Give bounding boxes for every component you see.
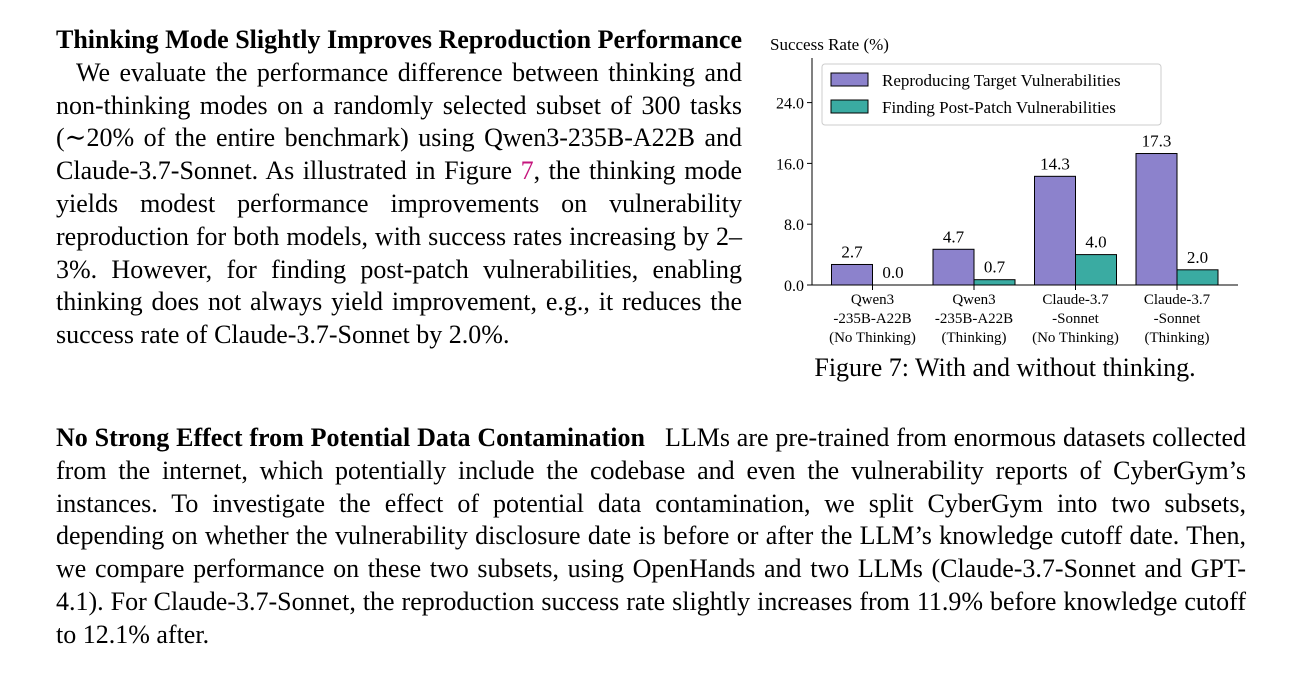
- bar-post-patch: [1176, 269, 1219, 286]
- x-tick-label: (Thinking): [942, 330, 1007, 346]
- section-heading-thinking-mode: Thinking Mode Slightly Improves Reproduc…: [56, 25, 742, 54]
- bar-value-label: 0.0: [882, 263, 903, 282]
- bar-chart: Success Rate (%) 0.0 8.0 16.0 24.0 2.7 0.0 Qwen…: [770, 35, 1238, 346]
- bar-reproducing: [932, 248, 975, 286]
- figure-link[interactable]: 7: [520, 156, 534, 186]
- legend-label-reproducing: Reproducing Target Vulnerabilities: [882, 71, 1121, 90]
- y-tick-label: 16.0: [776, 156, 804, 173]
- y-tick-label: 24.0: [776, 96, 804, 113]
- y-axis-label: Success Rate (%): [770, 35, 889, 54]
- bar-value-label: 4.7: [943, 227, 965, 246]
- x-tick-label: Claude-3.7: [1042, 292, 1109, 308]
- legend-swatch-reproducing: [830, 72, 869, 87]
- x-tick-label: (No Thinking): [829, 330, 916, 346]
- x-tick-label: (No Thinking): [1032, 330, 1119, 346]
- x-tick-label: -235B-A22B: [833, 311, 911, 327]
- section-heading-data-contamination: No Strong Effect from Potential Data Con…: [56, 423, 645, 452]
- paragraph-data-contamination: No Strong Effect from Potential Data Con…: [56, 422, 1246, 652]
- x-tick-label: -Sonnet: [1154, 311, 1201, 327]
- bar-value-label: 2.7: [841, 242, 863, 261]
- x-tick-label: Qwen3: [952, 292, 995, 308]
- bar-value-label: 14.3: [1040, 154, 1070, 173]
- x-tick-label: -Sonnet: [1052, 311, 1099, 327]
- bar-reproducing: [1135, 153, 1178, 286]
- y-tick-label: 8.0: [784, 217, 804, 234]
- paragraph-text-a: We evaluate the performance difference b…: [56, 57, 742, 186]
- legend-box: [821, 63, 1162, 126]
- legend-label-post-patch: Finding Post-Patch Vulnerabilities: [882, 98, 1116, 117]
- bar-value-label: 0.7: [984, 258, 1006, 277]
- x-tick-label: (Thinking): [1145, 330, 1210, 346]
- paragraph-text: LLMs are pre-trained from enormous datas…: [56, 423, 1246, 649]
- bar-value-label: 2.0: [1187, 248, 1208, 267]
- paragraph-thinking-mode: Thinking Mode Slightly Improves Reproduc…: [56, 24, 742, 352]
- x-tick-label: Qwen3: [851, 292, 894, 308]
- bar-value-label: 17.3: [1142, 132, 1172, 151]
- bar-reproducing: [831, 263, 873, 286]
- paragraph-text-b: , the thinking mode yields modest perfor…: [56, 156, 743, 350]
- legend-swatch-post-patch: [830, 99, 869, 114]
- bar-post-patch: [1075, 254, 1117, 286]
- x-tick-label: -235B-A22B: [935, 311, 1013, 327]
- figure-caption: Figure 7: With and without thinking.: [814, 353, 1196, 382]
- bar-reproducing: [1034, 175, 1076, 286]
- y-tick-label: 0.0: [784, 278, 804, 295]
- bar-value-label: 4.0: [1085, 233, 1106, 252]
- bar-post-patch: [973, 279, 1016, 286]
- x-tick-label: Claude-3.7: [1144, 292, 1211, 308]
